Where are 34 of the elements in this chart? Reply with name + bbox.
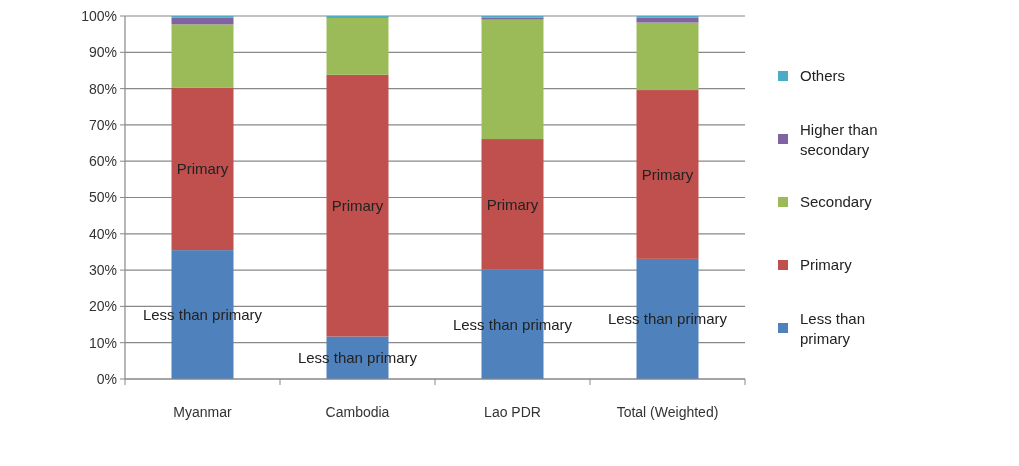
data-label: Primary [331,196,384,214]
legend-label: Higher than secondary [800,121,878,159]
bar [326,17,389,75]
bar [481,19,544,140]
bar [171,24,234,88]
bar [171,87,234,251]
y-tick-label: 100% [81,7,117,24]
y-tick-label: 0% [96,370,117,387]
data-label: Primary [486,195,539,213]
bar [326,74,389,337]
bar [636,17,699,23]
bar [481,139,544,270]
y-tick-label: 70% [88,116,117,133]
data-label: Primary [641,165,694,183]
x-tick-label: Myanmar [173,403,232,420]
y-tick-label: 50% [88,189,117,206]
x-tick-label: Cambodia [325,403,390,420]
y-tick-label: 20% [88,298,117,315]
x-tick-label: Total (Weighted) [616,403,719,420]
x-tick-label: Lao PDR [484,403,541,420]
y-tick-label: 30% [88,262,117,278]
y-tick-label: 60% [88,153,117,170]
legend-label: Others [800,67,846,85]
y-tick-label: 40% [88,225,117,242]
legend-label: Primary [800,256,853,274]
y-tick-label: 10% [88,334,117,351]
legend-label: Secondary [800,193,873,211]
legend-label: Less than primary [800,310,866,348]
bar [171,17,234,25]
y-tick-label: 80% [88,80,117,97]
data-label: Primary [176,160,229,178]
y-tick-label: 90% [88,44,117,61]
bar [636,90,699,259]
bar [636,22,699,91]
